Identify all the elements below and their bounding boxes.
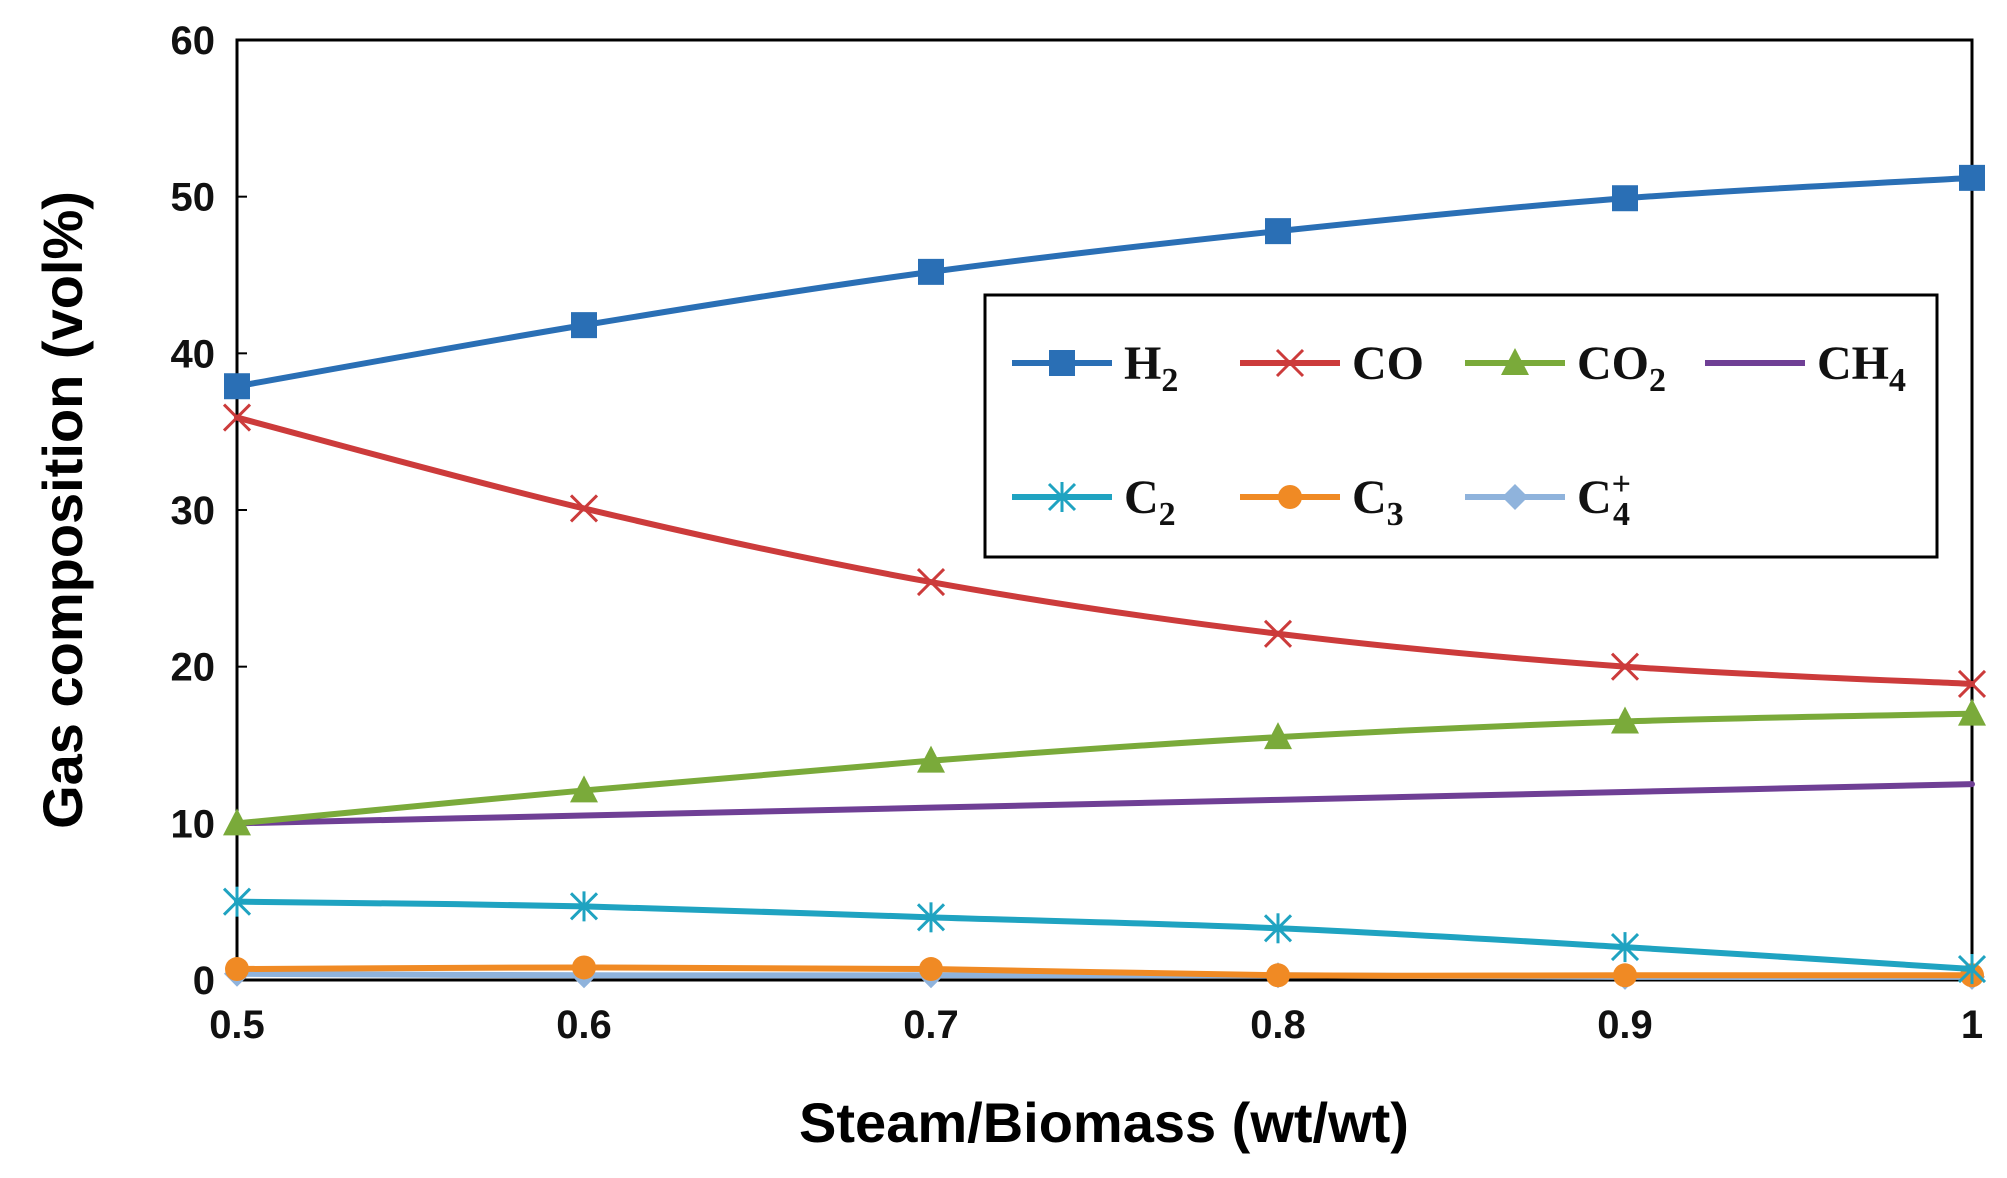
legend-label-co2: CO2 bbox=[1577, 337, 1666, 399]
legend-item-c4: C+ 4 bbox=[1465, 466, 1631, 533]
legend-label-sub: 4 bbox=[1889, 362, 1906, 399]
y-tick-label: 10 bbox=[171, 802, 216, 846]
data-point-co bbox=[222, 403, 252, 432]
legend-label-base: C bbox=[1124, 471, 1159, 524]
y-tick-label: 50 bbox=[171, 176, 216, 220]
data-point-co2 bbox=[1611, 706, 1639, 734]
series-line-c3 bbox=[234, 964, 1975, 979]
legend-label-co: CO bbox=[1352, 337, 1424, 390]
data-point-co2 bbox=[1264, 722, 1292, 750]
y-axis-ticks: 0 10 20 30 40 50 60 bbox=[171, 19, 247, 1003]
y-tick-label: 40 bbox=[171, 332, 216, 376]
legend-box bbox=[983, 293, 1939, 559]
legend-marker-co2 bbox=[1501, 348, 1529, 375]
data-point-co2 bbox=[570, 775, 598, 803]
legend-label-base: CH bbox=[1817, 337, 1889, 390]
legend-label-base: CO bbox=[1352, 337, 1424, 390]
x-tick-label: 1 bbox=[1961, 1003, 1983, 1047]
legend-label-c3: C3 bbox=[1352, 471, 1404, 533]
data-point-c3 bbox=[1266, 963, 1290, 988]
x-tick-label: 0.7 bbox=[903, 1003, 959, 1047]
data-point-h2 bbox=[1612, 185, 1638, 212]
data-point-c2 bbox=[916, 902, 946, 933]
legend-marker-c3 bbox=[1278, 485, 1302, 509]
legend-marker-c2 bbox=[1047, 482, 1077, 512]
data-point-co bbox=[916, 568, 946, 597]
legend-label-sup: + bbox=[1612, 466, 1631, 503]
series-c3 bbox=[225, 955, 1984, 988]
legend-item-c2: C2 bbox=[1012, 471, 1176, 533]
series-co bbox=[222, 403, 1987, 698]
data-point-h2 bbox=[1959, 164, 1985, 191]
legend-label-base: H bbox=[1124, 337, 1161, 390]
data-point-c3 bbox=[919, 957, 943, 982]
x-tick-label: 0.5 bbox=[209, 1003, 265, 1047]
data-point-c3 bbox=[225, 957, 249, 982]
data-point-c2 bbox=[1610, 932, 1640, 963]
legend-label-c2: C2 bbox=[1124, 471, 1176, 533]
legend-label-sub: 2 bbox=[1649, 362, 1666, 399]
legend-label-sub: 2 bbox=[1159, 496, 1176, 533]
x-tick-label: 0.9 bbox=[1597, 1003, 1653, 1047]
data-point-c3 bbox=[572, 955, 596, 980]
data-point-c2 bbox=[1263, 913, 1293, 944]
data-point-co2 bbox=[917, 745, 945, 773]
data-point-c3 bbox=[1613, 963, 1637, 988]
y-axis-title: Gas composition (vol%) bbox=[31, 191, 94, 829]
data-point-co bbox=[569, 494, 599, 523]
data-point-c2 bbox=[1957, 954, 1987, 985]
series-c2 bbox=[222, 886, 1987, 985]
series-ch4 bbox=[234, 781, 1975, 827]
legend-label-c4: C+ 4 bbox=[1577, 466, 1631, 533]
data-point-co bbox=[1610, 652, 1640, 681]
data-point-co bbox=[1957, 669, 1987, 698]
x-tick-label: 0.6 bbox=[556, 1003, 612, 1047]
series-line-co bbox=[234, 414, 1975, 687]
series-co2 bbox=[223, 698, 1986, 836]
legend-label-ch4: CH4 bbox=[1817, 337, 1906, 399]
legend-label-base: C bbox=[1352, 471, 1387, 524]
x-tick-label: 0.8 bbox=[1250, 1003, 1306, 1047]
series-line-h2 bbox=[234, 174, 1975, 390]
legend-label-base: CO bbox=[1577, 337, 1649, 390]
legend-label-base: C bbox=[1577, 471, 1612, 524]
data-point-h2 bbox=[224, 373, 250, 400]
legend-item-c3: C3 bbox=[1240, 471, 1404, 533]
legend-marker-c4 bbox=[1502, 484, 1528, 510]
y-tick-label: 30 bbox=[171, 489, 216, 533]
series-line-ch4 bbox=[234, 781, 1975, 827]
data-point-co bbox=[1263, 619, 1293, 648]
data-point-h2 bbox=[571, 312, 597, 339]
legend-item-co2: CO2 bbox=[1465, 337, 1666, 399]
legend-item-ch4: CH4 bbox=[1705, 337, 1906, 399]
x-axis-title: Steam/Biomass (wt/wt) bbox=[799, 1091, 1409, 1154]
data-point-c2 bbox=[222, 886, 252, 917]
series-line-co2 bbox=[234, 710, 1975, 827]
series-layer bbox=[222, 164, 1987, 990]
legend-item-co: CO bbox=[1240, 337, 1424, 390]
legend-label-sub: 3 bbox=[1387, 496, 1404, 533]
y-tick-label: 60 bbox=[171, 19, 216, 63]
data-point-c2 bbox=[569, 891, 599, 922]
series-h2 bbox=[224, 164, 1985, 400]
data-point-h2 bbox=[918, 258, 944, 285]
legend-label-sub: 2 bbox=[1161, 362, 1178, 399]
y-tick-label: 20 bbox=[171, 646, 216, 690]
legend-marker-h2 bbox=[1049, 350, 1075, 376]
data-point-co2 bbox=[223, 808, 251, 836]
legend-label-h2: H2 bbox=[1124, 337, 1178, 399]
series-line-c2 bbox=[234, 898, 1975, 973]
data-point-h2 bbox=[1265, 218, 1291, 245]
legend-item-h2: H2 bbox=[1012, 337, 1178, 399]
legend-label-sub: 4 bbox=[1613, 496, 1630, 533]
data-point-co2 bbox=[1958, 698, 1986, 726]
x-axis-ticks: 0.5 0.6 0.7 0.8 0.9 1 bbox=[209, 970, 1983, 1047]
legend-marker-co bbox=[1275, 348, 1305, 378]
y-tick-label: 0 bbox=[193, 959, 215, 1003]
